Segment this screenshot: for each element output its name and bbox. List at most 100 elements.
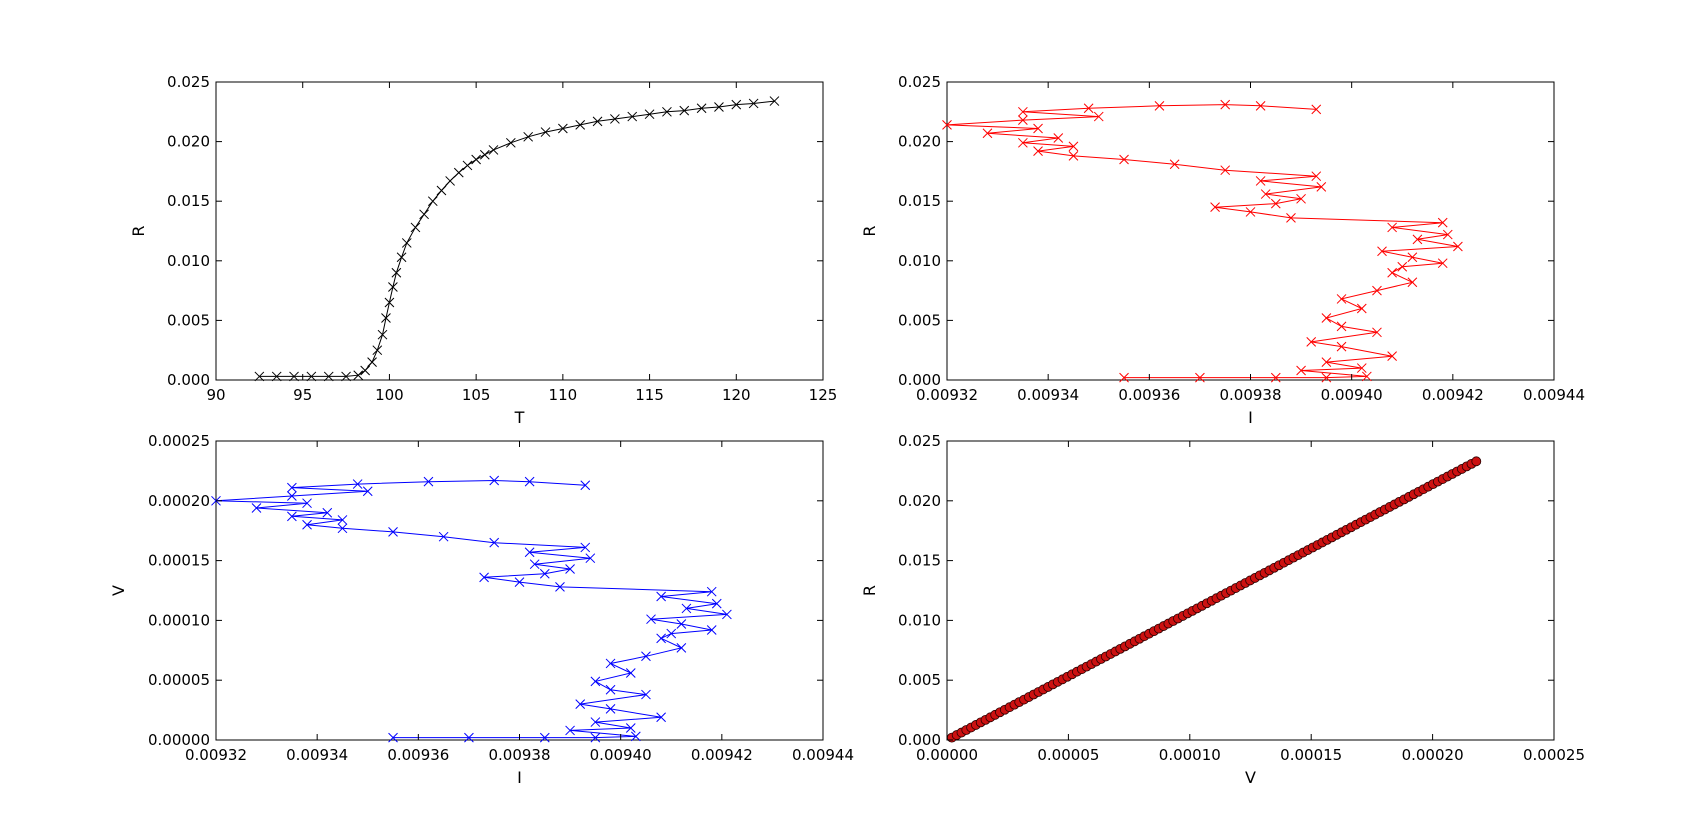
data-point	[388, 282, 398, 292]
y-axis-label: R	[860, 585, 879, 596]
data-point	[641, 651, 651, 662]
data-point	[585, 553, 596, 564]
data-point	[1255, 176, 1266, 186]
data-point	[1311, 104, 1322, 115]
data-point	[679, 105, 690, 116]
x-tick-label: 125	[809, 386, 838, 404]
y-tick-label: 0.010	[898, 611, 941, 629]
data-point	[287, 511, 297, 522]
data-point	[1068, 151, 1079, 161]
data-point	[445, 176, 455, 186]
data-point	[1245, 207, 1256, 217]
data-point	[287, 491, 297, 501]
axes-frame	[215, 440, 824, 741]
data-point	[711, 598, 722, 609]
data-point	[489, 537, 500, 548]
x-tick-label: 0.00940	[1321, 386, 1383, 404]
data-point	[271, 371, 282, 382]
data-point	[1412, 234, 1423, 245]
data-point	[352, 479, 363, 489]
y-tick-label: 0.025	[898, 432, 941, 450]
data-point	[656, 633, 666, 644]
y-tick-label: 0.000	[898, 731, 941, 749]
data-point	[436, 185, 447, 196]
data-point	[1397, 261, 1408, 272]
data-point	[1154, 100, 1165, 111]
data-point	[565, 564, 575, 574]
data-point	[646, 614, 656, 625]
subplot-ri: 0.00932 0.00934 0.00936 0.00938 0.00940 0.009…	[860, 73, 1585, 427]
x-axis-label: I	[517, 768, 522, 787]
data-point	[514, 577, 525, 587]
data-point	[1321, 357, 1332, 367]
data-point	[1453, 241, 1463, 252]
data-point	[580, 542, 591, 553]
data-point	[1316, 182, 1327, 192]
data-point	[644, 109, 655, 120]
x-tick-label: 110	[549, 386, 578, 404]
data-point	[706, 625, 717, 635]
data-point	[302, 498, 312, 509]
data-point	[388, 732, 398, 743]
data-point	[388, 527, 398, 537]
data-point	[1255, 100, 1266, 111]
x-tick-label: 0.00015	[1280, 746, 1342, 764]
data-point	[1296, 365, 1306, 376]
data-point	[676, 619, 687, 629]
data-point	[323, 371, 334, 382]
data-point	[438, 531, 449, 542]
data-point	[337, 523, 348, 534]
data-point	[1387, 267, 1397, 278]
data-point	[676, 643, 687, 653]
data-point	[341, 371, 351, 382]
data-point	[1336, 321, 1347, 332]
data-point	[1033, 123, 1043, 134]
data-point	[367, 357, 377, 367]
data-point	[1372, 285, 1382, 296]
y-tick-label: 0.020	[898, 492, 941, 510]
data-point	[714, 102, 724, 112]
data-point	[662, 106, 672, 117]
data-point	[384, 297, 395, 308]
data-point	[391, 267, 402, 278]
subplot-vi: 0.00932 0.00934 0.00936 0.00938 0.00940 0.009…	[109, 432, 854, 787]
data-point	[630, 731, 641, 742]
x-tick-label: 0.00942	[1422, 386, 1484, 404]
data-point	[410, 222, 421, 233]
axes-frame	[215, 81, 824, 381]
data-point	[1321, 313, 1332, 323]
subplot-rv: 0.00000 0.00005 0.00010 0.00015 0.00020 0.000…	[860, 432, 1585, 787]
data-point	[464, 732, 474, 743]
data-point	[1053, 133, 1064, 143]
x-tick-label: 0.00005	[1037, 746, 1099, 764]
data-point	[1220, 165, 1231, 176]
x-tick-label: 90	[206, 386, 225, 404]
y-tick-label: 0.005	[898, 311, 941, 329]
data-point	[1169, 159, 1180, 170]
data-point	[489, 475, 500, 486]
data-point	[590, 676, 601, 687]
data-point	[1306, 337, 1317, 347]
data-point	[1220, 99, 1231, 110]
y-tick-label: 0.00005	[148, 671, 210, 689]
data-point	[1195, 372, 1205, 383]
data-point	[322, 507, 333, 518]
data-point	[287, 482, 297, 493]
x-tick-label: 0.00936	[387, 746, 449, 764]
data-point	[1437, 217, 1448, 228]
data-point	[1033, 146, 1043, 156]
data-point	[539, 732, 550, 743]
data-point	[529, 559, 540, 570]
data-point	[1270, 372, 1281, 383]
data-point	[1260, 189, 1271, 199]
axes-frame	[946, 81, 1555, 381]
y-tick-label: 0.020	[167, 133, 210, 151]
data-point	[423, 476, 434, 487]
x-tick-label: 115	[635, 386, 664, 404]
series-line	[946, 104, 1458, 379]
data-point	[419, 209, 429, 220]
data-point	[575, 120, 586, 130]
data-point	[1018, 106, 1028, 117]
data-point	[1361, 371, 1372, 382]
data-point	[289, 371, 299, 382]
